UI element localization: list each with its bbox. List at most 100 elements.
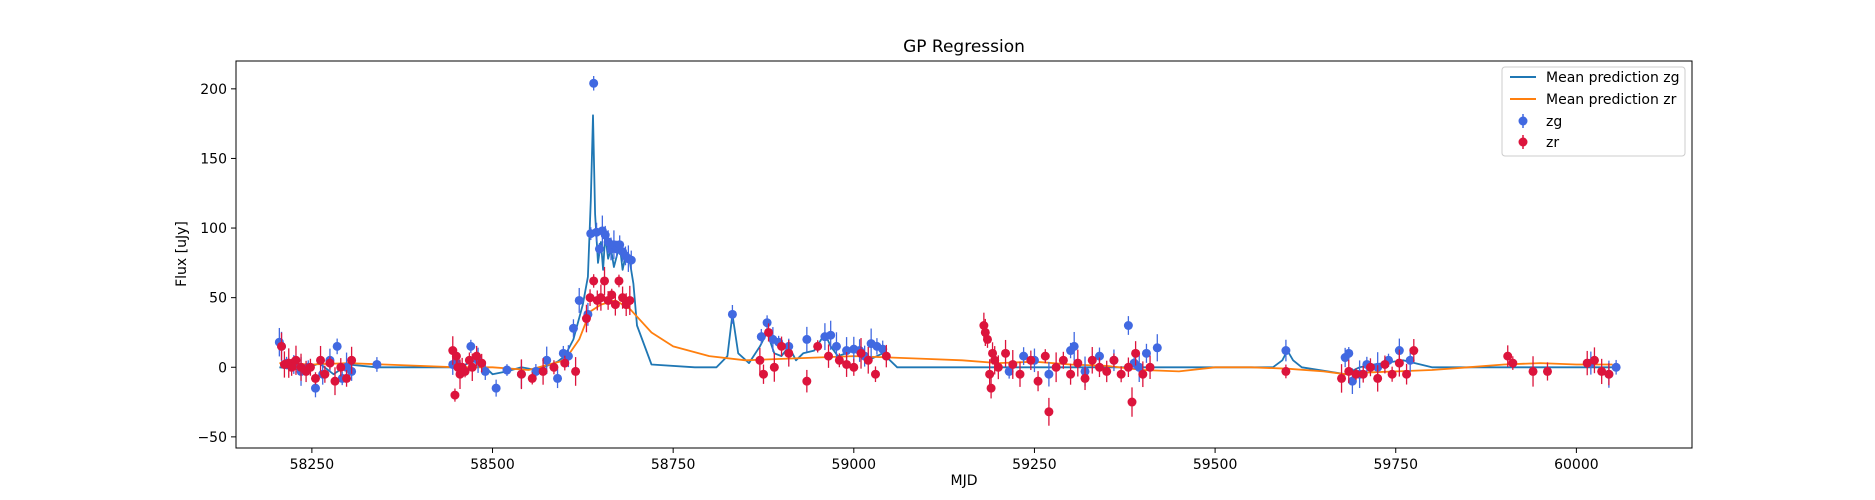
zr-point <box>320 369 330 379</box>
zr-point <box>881 351 891 361</box>
zg-point <box>1069 341 1079 351</box>
zg-point <box>553 373 563 383</box>
zr-point <box>1087 355 1097 365</box>
zr-point <box>527 373 537 383</box>
legend-swatch-zr <box>1518 137 1528 147</box>
zr-point <box>1040 351 1050 361</box>
y-tick-label: 200 <box>200 82 227 98</box>
zg-point <box>1134 362 1144 372</box>
zr-point <box>325 358 335 368</box>
zr-point <box>1015 369 1025 379</box>
zr-point <box>1008 359 1018 369</box>
legend-label-zr: zr <box>1546 135 1559 151</box>
zg-point <box>826 330 836 340</box>
zr-point <box>549 362 559 372</box>
zg-point <box>1004 366 1014 376</box>
x-tick-label: 58750 <box>651 457 696 473</box>
zg-point <box>1611 362 1621 372</box>
zg-point <box>1019 351 1029 361</box>
zr-point <box>477 358 487 368</box>
zr-point <box>316 355 326 365</box>
zr-point <box>842 359 852 369</box>
zr-point <box>1131 348 1141 358</box>
legend: Mean prediction zg Mean prediction zr zg… <box>1501 66 1686 157</box>
zr-point <box>516 369 526 379</box>
legend-label-mean-zr: Mean prediction zr <box>1546 92 1677 108</box>
zg-point <box>589 78 599 88</box>
zg-point <box>1094 351 1104 361</box>
zr-point <box>863 355 873 365</box>
zr-point <box>1001 348 1011 358</box>
y-tick-label: −50 <box>197 430 227 446</box>
zr-point <box>560 358 570 368</box>
zr-point <box>287 362 297 372</box>
y-tick-label: 150 <box>200 151 227 167</box>
zg-point <box>502 365 512 375</box>
zg-point <box>626 255 636 265</box>
zr-point <box>571 366 581 376</box>
zg-point <box>1123 320 1133 330</box>
zr-point <box>784 348 794 358</box>
legend-label-mean-zg: Mean prediction zg <box>1546 70 1680 86</box>
zg-point <box>831 341 841 351</box>
zr-point <box>1033 376 1043 386</box>
y-tick-label: 0 <box>218 360 227 376</box>
zr-point <box>310 373 320 383</box>
y-tick-label: 50 <box>209 291 227 307</box>
zr-point <box>802 376 812 386</box>
zr-point <box>1402 369 1412 379</box>
zr-point <box>305 362 315 372</box>
legend-box <box>1501 66 1686 157</box>
x-tick-label: 58250 <box>290 457 335 473</box>
zg-point <box>568 323 578 333</box>
legend-swatch-zg <box>1518 116 1528 126</box>
x-tick-label: 59250 <box>1012 457 1057 473</box>
zg-point <box>310 383 320 393</box>
zr-point <box>1503 351 1513 361</box>
zr-point <box>1080 373 1090 383</box>
y-tick-label: 100 <box>200 221 227 237</box>
x-axis: 58250 58500 58750 59000 59250 59500 59750 60000 <box>290 448 1599 473</box>
zg-point <box>727 309 737 319</box>
zr-point <box>755 355 765 365</box>
zr-point <box>1597 366 1607 376</box>
zr-point <box>1542 366 1552 376</box>
zr-point <box>614 276 624 286</box>
zg-point <box>563 351 573 361</box>
zr-point <box>451 351 461 361</box>
zr-point <box>1351 369 1361 379</box>
zr-point <box>1387 369 1397 379</box>
zr-point <box>538 366 548 376</box>
zr-point <box>1116 369 1126 379</box>
zg-point <box>531 366 541 376</box>
zr-point <box>1589 355 1599 365</box>
zr-point <box>625 295 635 305</box>
zg-point <box>762 318 772 328</box>
zr-point <box>1123 362 1133 372</box>
zr-point <box>1051 362 1061 372</box>
x-tick-label: 59750 <box>1373 457 1418 473</box>
zr-point <box>870 369 880 379</box>
zr-point <box>336 362 346 372</box>
zr-point <box>1127 397 1137 407</box>
zr-point <box>764 327 774 337</box>
zr-point <box>1026 355 1036 365</box>
zr-point <box>472 351 482 361</box>
zg-point <box>332 341 342 351</box>
zg-point <box>842 346 852 356</box>
zr-point <box>1102 366 1112 376</box>
zr-point <box>460 366 470 376</box>
x-tick-label: 59500 <box>1193 457 1238 473</box>
zg-point <box>1405 355 1415 365</box>
zg-point <box>802 334 812 344</box>
zr-point <box>600 276 610 286</box>
chart-title: GP Regression <box>903 37 1025 57</box>
zr-point <box>813 341 823 351</box>
zr-point <box>618 293 628 303</box>
zr-point <box>610 300 620 310</box>
zr-point <box>758 369 768 379</box>
zr-point <box>979 320 989 330</box>
zg-point <box>574 295 584 305</box>
zr-point <box>1094 362 1104 372</box>
